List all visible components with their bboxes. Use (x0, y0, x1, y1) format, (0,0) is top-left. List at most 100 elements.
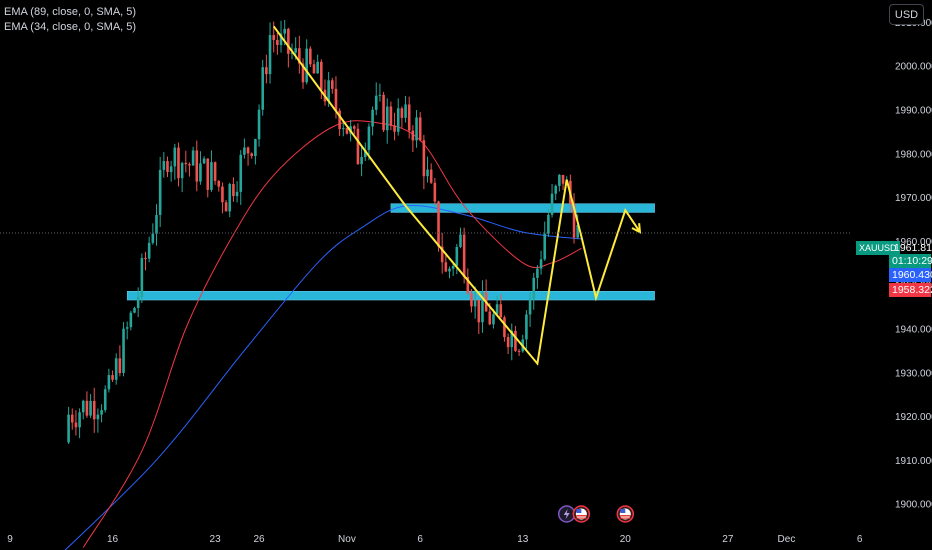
projection-line-0 (272, 25, 641, 366)
us-flag-canton (576, 509, 582, 513)
candle-body (125, 327, 129, 329)
candle-body (213, 162, 217, 181)
candle-body (257, 109, 261, 140)
candle-body (100, 410, 103, 415)
candle-body (547, 214, 550, 234)
candle-body (173, 147, 177, 167)
candle-body (67, 414, 70, 443)
candle-body (122, 328, 125, 374)
candle-body (572, 204, 576, 238)
ema34-line (82, 120, 582, 548)
ema89-line (64, 204, 582, 550)
y-tick-label: 1900.000 (895, 500, 932, 511)
candle-body (81, 400, 85, 413)
candle-body (276, 39, 279, 45)
x-tick-label: 9 (7, 534, 13, 545)
candle-body (210, 162, 213, 190)
candle-body (232, 184, 235, 197)
projection-arrowhead (631, 223, 642, 234)
candle-body (305, 48, 308, 83)
candle-body (532, 277, 536, 300)
x-tick-label: 20 (620, 534, 632, 545)
candle-body (345, 128, 349, 134)
candle-body (188, 164, 191, 166)
candle-body (400, 108, 404, 118)
y-tick-label: 1930.000 (895, 368, 932, 379)
candle-body (92, 400, 96, 420)
candle-body (356, 128, 360, 165)
candle-body (407, 104, 411, 131)
candle-body (517, 350, 521, 352)
candle-body (378, 94, 382, 96)
countdown-tag: 01:10:29 (889, 254, 932, 268)
us-flag-stripe (620, 515, 631, 517)
candle-body (499, 304, 503, 318)
ema89-price-tag: 1960.430 (889, 268, 932, 282)
us-flag-canton (620, 509, 626, 513)
candle-body (331, 80, 334, 89)
candle-body (539, 259, 543, 269)
candle-body (221, 186, 224, 203)
axes-layer: 1900.000 1910.000 1920.000 1930.000 1940.000… (0, 18, 932, 545)
ema89-legend[interactable]: EMA (89, close, 0, SMA, 5) (4, 6, 137, 18)
candle-body (338, 110, 341, 130)
y-tick-label: 1910.000 (895, 456, 932, 467)
candle-body (536, 268, 539, 278)
y-tick-label: 1920.000 (895, 412, 932, 423)
candle-body (250, 153, 254, 157)
x-tick-label: 13 (517, 534, 529, 545)
candle-body (177, 147, 180, 179)
candle-body (320, 61, 323, 90)
drawings-layer (272, 25, 642, 366)
y-tick-label: 1960.000 (895, 237, 932, 248)
candle-body (74, 422, 78, 428)
ema-layer (64, 120, 582, 550)
candle-body (180, 162, 184, 179)
candle-body (459, 234, 462, 247)
candle-body (455, 246, 459, 266)
candle-body (554, 185, 558, 194)
candle-body (462, 234, 466, 278)
candle-body (283, 28, 286, 34)
events-layer (557, 505, 635, 523)
candle-body (558, 174, 561, 186)
candle-body (118, 358, 122, 374)
candle-body (389, 106, 393, 126)
currency-button[interactable]: USD (889, 4, 924, 25)
candle-body (433, 182, 437, 202)
candle-body (261, 67, 265, 110)
candle-body (294, 48, 297, 53)
candle-body (341, 128, 345, 130)
candle-body (107, 375, 111, 390)
candle-body (235, 191, 239, 197)
candle-body (481, 292, 484, 323)
candle-body (239, 154, 243, 192)
candle-body (309, 48, 312, 65)
y-tick-label: 1970.000 (895, 193, 932, 204)
candle-body (422, 140, 426, 177)
candle-body (470, 293, 473, 307)
candle-body (129, 312, 133, 328)
x-tick-label: 16 (107, 534, 119, 545)
candle-body (155, 214, 158, 234)
candle-body (290, 52, 294, 54)
candle-body (136, 296, 140, 309)
candle-body (312, 64, 316, 74)
candle-body (265, 67, 268, 75)
candle-body (492, 314, 495, 325)
candle-body (448, 268, 451, 272)
candle-body (404, 104, 407, 118)
candle-body (246, 147, 250, 154)
candle-body (140, 258, 144, 297)
candle-body (576, 225, 579, 238)
us-flag-stripe (620, 517, 631, 519)
candle-body (411, 130, 415, 141)
y-tick-label: 1990.000 (895, 106, 932, 117)
candle-body (301, 63, 305, 83)
zone-1 (126, 291, 655, 301)
y-tick-label: 2000.000 (895, 62, 932, 73)
ema34-legend[interactable]: EMA (34, close, 0, SMA, 5) (4, 21, 137, 33)
candle-body (429, 169, 433, 183)
candle-body (224, 202, 228, 212)
